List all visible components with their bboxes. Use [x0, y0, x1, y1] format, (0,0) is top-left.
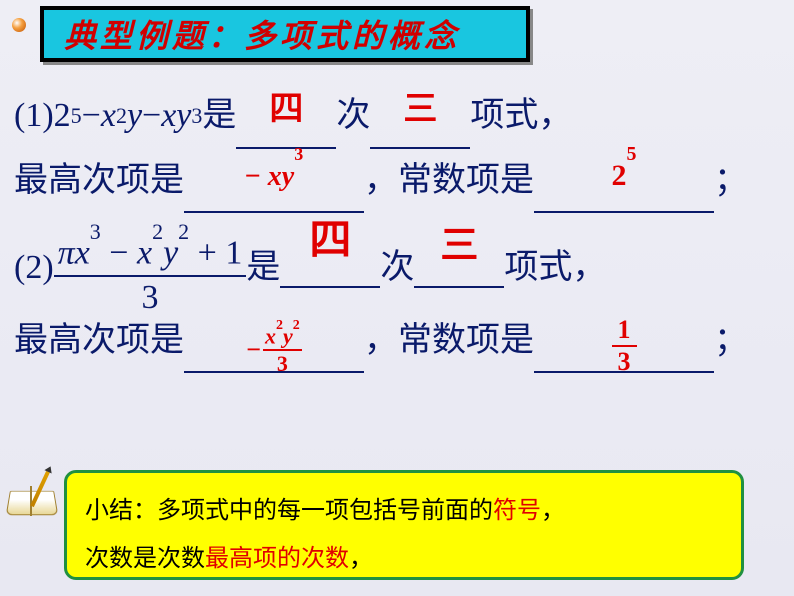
q2-hf-d: 3 — [263, 349, 302, 375]
title-box: 典型例题：多项式的概念 — [40, 6, 530, 62]
q2-nx: x — [75, 235, 90, 272]
n-p1: 小结：多项式中的每一项包括号前面的 — [85, 498, 493, 524]
n-r1: 符号 — [493, 498, 541, 524]
q1-h-neg: − — [245, 161, 268, 192]
title-text: 典型例题：多项式的概念 — [64, 11, 460, 57]
q1-ans-terms: 三 — [370, 78, 470, 143]
q2-const: 1 3 — [534, 317, 714, 375]
q1-c-e: 5 — [627, 143, 637, 165]
q1-m1: − — [82, 84, 101, 149]
q2-cf-d: 3 — [612, 345, 637, 375]
q2-hx: x — [265, 323, 276, 348]
q1-blank-terms: 三 — [370, 109, 470, 149]
q2-ci: 次 — [380, 236, 414, 301]
q1-line2: 最高次项是 − xy3 ，常数项是 25 ； — [14, 149, 784, 214]
q2-he1: 2 — [276, 318, 283, 333]
q1-const: 25 — [534, 143, 714, 208]
q2-ne3: 2 — [178, 219, 189, 244]
q2-line1: (2) πx3 − x2y2 + 1 3 是 四 次 三 项式， — [14, 227, 784, 308]
q2-ans-terms: 三 — [414, 210, 504, 282]
q1-h-xy: xy — [268, 161, 294, 192]
q1-l2c: ； — [714, 149, 748, 214]
note-line2: 次数是次数最高项的次数， — [85, 535, 723, 583]
q2-blank-terms: 三 — [414, 248, 504, 288]
q1-y: y — [127, 84, 142, 149]
q1-l2b: ，常数项是 — [364, 149, 534, 214]
summary-box: 小结：多项式中的每一项包括号前面的符号， 次数是次数最高项的次数， — [64, 470, 744, 580]
q2-blank-degree: 四 — [280, 248, 380, 288]
q1-h-e: 3 — [294, 144, 303, 164]
book-icon — [4, 468, 60, 520]
q2-blank-highest: − x2y2 3 — [184, 333, 364, 373]
n-po2: ， — [349, 546, 373, 572]
q1-m2: − — [142, 84, 161, 149]
q1-highest: − xy3 — [184, 143, 364, 208]
bullet-icon — [12, 18, 26, 32]
q2-cf-n: 1 — [616, 317, 633, 345]
q1-e1: 5 — [71, 95, 82, 137]
q1-c-b: 2 — [612, 159, 627, 192]
q1-x: x — [101, 84, 116, 149]
q1-line1: (1) 25 − x2 y − xy3 是 四 次 三 项式， — [14, 84, 784, 149]
q2-l2b: ，常数项是 — [364, 309, 534, 374]
q2-l2c: ； — [714, 309, 748, 374]
n-po1: ， — [541, 498, 565, 524]
q2-h-frac: x2y2 3 — [263, 325, 302, 375]
q1-ci: 次 — [336, 84, 370, 149]
q2-np1: + 1 — [189, 235, 242, 272]
q1-2: 2 — [54, 84, 71, 149]
q1-ans-degree: 四 — [236, 78, 336, 143]
q2-numer: πx3 − x2y2 + 1 — [54, 233, 247, 274]
q2-blank-const: 1 3 — [534, 333, 714, 373]
note-line1: 小结：多项式中的每一项包括号前面的符号， — [85, 487, 723, 535]
q2-shi: 是 — [246, 236, 280, 301]
q2-hy: y — [283, 323, 293, 348]
q2-xiangshi: 项式， — [504, 236, 606, 301]
q2-ny: y — [163, 235, 178, 272]
q2-highest: − x2y2 3 — [184, 325, 364, 375]
q2-c-frac: 1 3 — [612, 317, 637, 375]
q1-l2a: 最高次项是 — [14, 149, 184, 214]
q2-l2a: 最高次项是 — [14, 309, 184, 374]
n-p2: 次数是次数 — [85, 546, 205, 572]
q2-ne1: 3 — [90, 219, 101, 244]
q1-label: (1) — [14, 84, 54, 149]
q2-line2: 最高次项是 − x2y2 3 ，常数项是 1 3 ； — [14, 309, 784, 374]
q2-nm1: − — [101, 235, 137, 272]
q1-xy: xy — [161, 84, 191, 149]
q1-xiangshi: 项式， — [470, 84, 572, 149]
q1-shi: 是 — [202, 84, 236, 149]
q2-label: (2) — [14, 236, 54, 301]
content: (1) 25 − x2 y − xy3 是 四 次 三 项式， 最高次项是 − … — [14, 84, 784, 373]
q2-he2: 2 — [293, 318, 300, 333]
q2-hf-n: x2y2 — [263, 325, 302, 349]
n-r2: 最高项的次数 — [205, 546, 349, 572]
spacer — [14, 213, 784, 227]
q1-e3: 3 — [191, 95, 202, 137]
q1-e2: 2 — [116, 95, 127, 137]
q2-ne2: 2 — [152, 219, 163, 244]
q2-ans-degree: 四 — [280, 202, 380, 282]
q2-h-neg: − — [246, 325, 261, 374]
q2-pi: π — [58, 235, 75, 272]
q2-frac: πx3 − x2y2 + 1 3 — [54, 233, 247, 314]
q2-nx2: x — [137, 235, 152, 272]
q1-blank-const: 25 — [534, 173, 714, 213]
